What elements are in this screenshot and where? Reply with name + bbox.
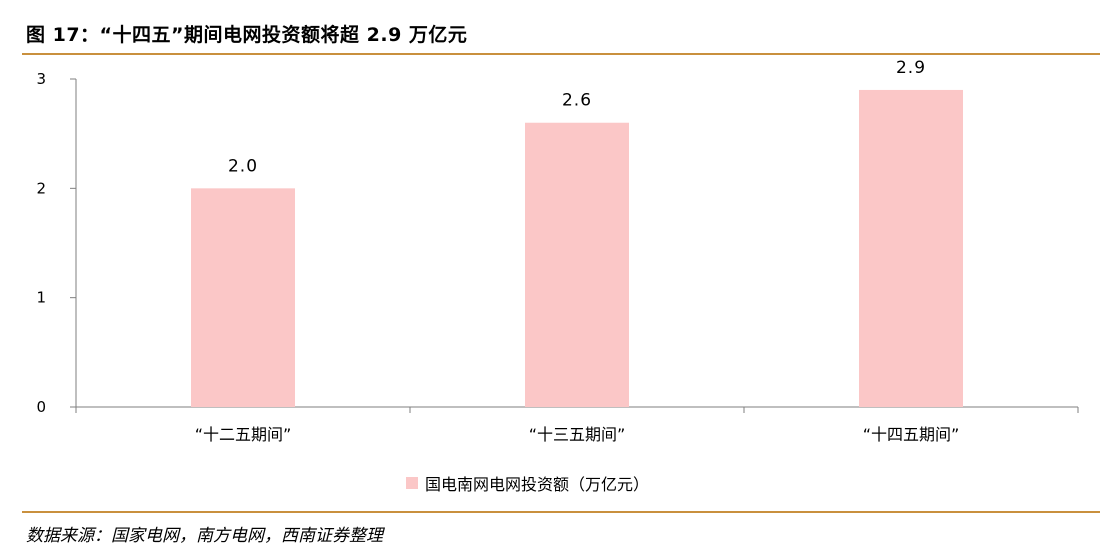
y-tick-label: 0 [36,398,46,416]
chart-legend: 国电南网电网投资额（万亿元） [406,471,649,495]
y-tick-label: 1 [36,289,46,307]
bar [525,122,629,407]
y-tick-label: 3 [36,70,46,88]
title-rule [22,53,1100,55]
source-rule [22,511,1100,513]
legend-label: 国电南网电网投资额（万亿元） [425,475,650,494]
data-label: 2.9 [896,58,926,78]
y-tick-label: 2 [36,179,46,197]
bar [859,89,963,407]
bar-chart: 0 1 2 3 2.0 “十二五期间” 2.6 “十三五期间” 2.9 “十四五期间” [36,58,1079,444]
figure-title: 图 17：“十四五”期间电网投资额将超 2.9 万亿元 [26,24,468,46]
x-category-label: “十三五期间” [529,425,626,444]
bar [191,188,295,407]
legend-swatch [406,477,418,489]
x-category-label: “十二五期间” [195,425,292,444]
data-label: 2.6 [562,91,592,111]
x-category-label: “十四五期间” [863,425,960,444]
data-label: 2.0 [228,156,258,176]
source-note: 数据来源：国家电网，南方电网，西南证券整理 [26,526,383,546]
